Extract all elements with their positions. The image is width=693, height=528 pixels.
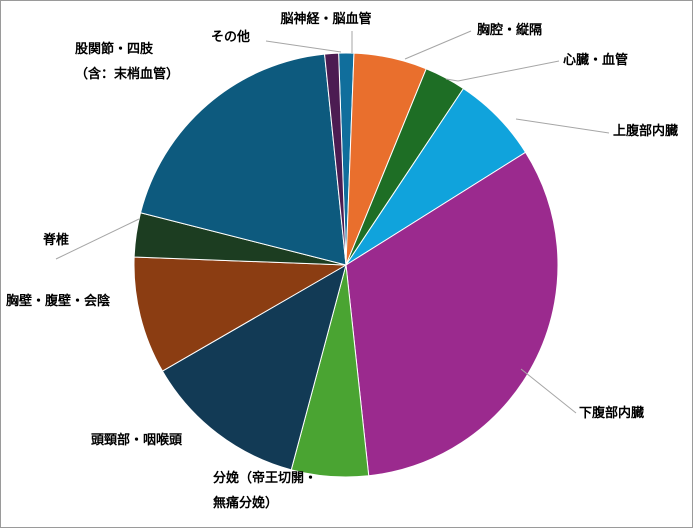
slice-label-6: 頭頸部・咽喉頭 xyxy=(91,432,183,448)
pie-slice-10 xyxy=(324,52,347,266)
slice-label-4: 下腹部内臓 xyxy=(579,405,644,421)
pie-slice-6 xyxy=(161,263,347,471)
slice-label-10: その他 xyxy=(211,29,250,45)
pie-slices xyxy=(133,52,559,478)
leader-line-3 xyxy=(515,118,610,134)
slice-label-3: 上腹部内臓 xyxy=(613,123,678,139)
slice-labels: 脳神経・脳血管胸腔・縦隔心臓・血管上腹部内臓下腹部内臓分娩（帝王切開・無痛分娩）… xyxy=(6,11,678,511)
leader-lines xyxy=(55,30,610,414)
pie-slice-4 xyxy=(345,151,559,477)
slice-label-0: 脳神経・脳血管 xyxy=(280,11,371,27)
slice-label-1: 胸腔・縦隔 xyxy=(477,22,542,38)
leader-line-10 xyxy=(265,40,342,53)
slice-label-9: 股関節・四肢（含：末梢血管） xyxy=(75,41,179,82)
leader-line-4 xyxy=(520,368,577,414)
pie-slice-9 xyxy=(139,53,347,266)
slice-label-7: 胸壁・腹壁・会陰 xyxy=(6,293,111,309)
pie-slice-7 xyxy=(133,256,348,372)
slice-label-8: 脊椎 xyxy=(42,232,69,248)
leader-line-8 xyxy=(55,218,140,260)
leader-line-2 xyxy=(445,60,560,82)
slice-label-5: 分娩（帝王切開・無痛分娩） xyxy=(213,470,317,511)
leader-line-1 xyxy=(404,30,472,60)
slice-label-2: 心臓・血管 xyxy=(563,52,628,68)
